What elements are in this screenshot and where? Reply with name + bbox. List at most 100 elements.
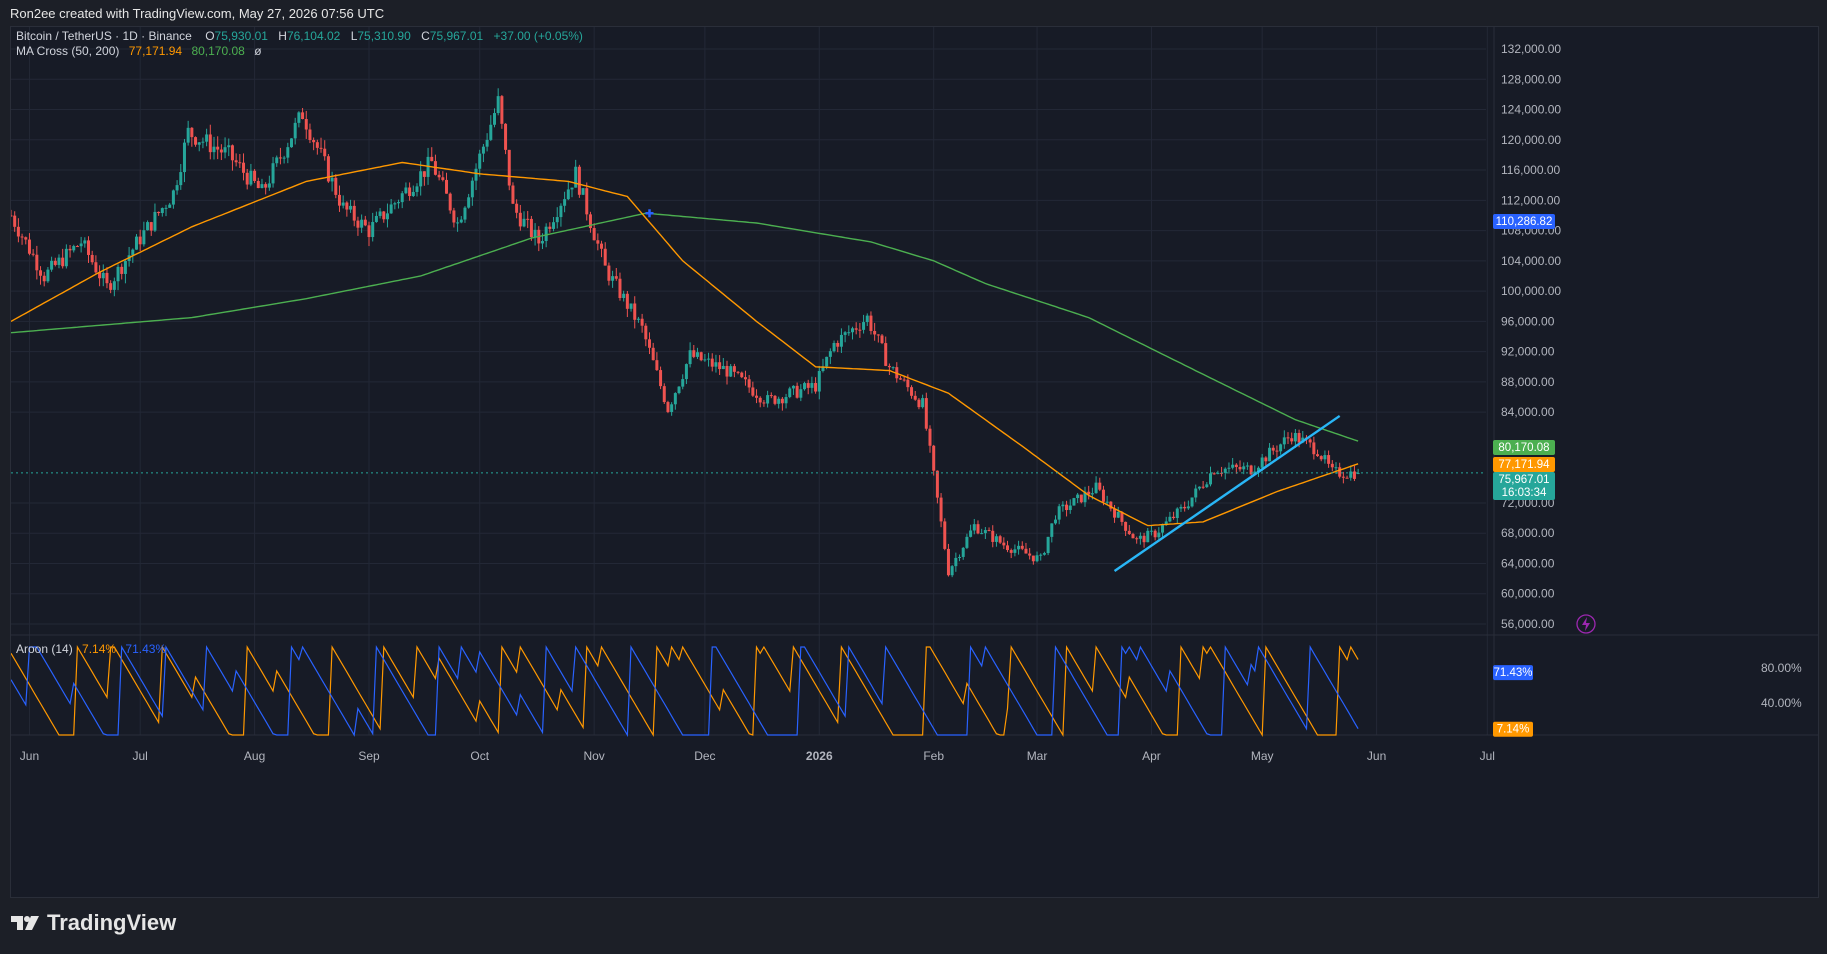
candle-body (301, 112, 305, 119)
candle-body (35, 254, 39, 271)
candle-body (1275, 450, 1279, 452)
candle-body (1183, 506, 1187, 509)
candle-body (1245, 465, 1249, 467)
candle-body (939, 497, 943, 522)
candle-body (72, 246, 76, 251)
candle-body (651, 347, 655, 361)
ohlc-legend: Bitcoin / TetherUS · 1D · Binance O75,93… (16, 29, 583, 43)
x-tick-label: Apr (1142, 749, 1161, 763)
candle-body (725, 365, 729, 377)
candle-body (847, 332, 851, 334)
candle-body (1209, 473, 1213, 485)
candle-body (588, 214, 592, 229)
candle-body (1197, 486, 1201, 489)
candle-body (378, 211, 382, 216)
x-tick-label: Jun (1367, 749, 1386, 763)
candle-body (950, 566, 954, 576)
candle-body (1076, 494, 1080, 499)
candle-body (153, 211, 157, 231)
tradingview-logo[interactable]: TradingView (11, 910, 176, 936)
y-tick-label: 132,000.00 (1501, 42, 1561, 56)
ma-200-line (10, 212, 1359, 442)
candle-body (1271, 447, 1275, 451)
candle-body (1146, 530, 1150, 543)
candle-body (743, 377, 747, 380)
candle-body (655, 360, 659, 371)
candle-body (1268, 447, 1272, 462)
candle-body (149, 222, 153, 231)
candle-body (1234, 464, 1238, 467)
candle-body (707, 358, 711, 360)
candle-body (1238, 466, 1242, 470)
candle-body (692, 350, 696, 357)
candle-body (312, 140, 316, 143)
y-tick-label: 120,000.00 (1501, 133, 1561, 147)
ma-cross-title: MA Cross (50, 200) (16, 44, 119, 58)
candle-body (1168, 516, 1172, 522)
candle-body (600, 243, 604, 249)
alert-bolt-icon[interactable] (1576, 614, 1596, 634)
candle-body (445, 179, 449, 194)
candle-body (1157, 532, 1161, 538)
ascending-trendline[interactable] (1113, 414, 1341, 573)
candle-body (854, 328, 858, 330)
candle-body (677, 386, 681, 394)
candle-body (1142, 535, 1146, 543)
candle-body (282, 157, 286, 159)
candle-body (806, 383, 810, 388)
candle-body (784, 397, 788, 404)
candle-body (260, 184, 264, 189)
candle-body (326, 156, 330, 182)
candle-body (1349, 471, 1353, 478)
candle-body (227, 145, 231, 148)
candle-body (515, 203, 519, 213)
price-badge-label: 110,286.82 (1496, 216, 1553, 228)
candle-body (529, 218, 533, 238)
candle-body (976, 524, 980, 534)
candle-body (762, 402, 766, 404)
candle-body (862, 322, 866, 330)
candle-body (828, 351, 832, 357)
aroon-tick-40: 40.00% (1761, 696, 1802, 710)
candle-body (1135, 538, 1139, 540)
candle-body (474, 168, 478, 181)
chart-canvas[interactable]: Jun Jul Aug Sep Oct Nov Dec 2026 Feb Mar Apr May Jun… (9, 27, 1818, 897)
candle-body (245, 172, 249, 185)
candle-body (780, 398, 784, 404)
chart-frame[interactable]: Jun Jul Aug Sep Oct Nov Dec 2026 Feb Mar Apr May Jun… (9, 26, 1819, 898)
candle-body (732, 366, 736, 372)
candle-body (319, 147, 323, 149)
candle-body (965, 536, 969, 548)
candle-body (83, 240, 87, 244)
open-label: O (205, 29, 214, 43)
candle-body (636, 318, 640, 320)
price-axis-badges: 110,286.82 80,170.08 77,171.94 75,967.0116:… (1493, 214, 1555, 737)
candle-body (1065, 504, 1069, 511)
candle-body (1079, 494, 1083, 503)
candle-body (90, 254, 94, 263)
candle-body (389, 204, 393, 214)
candle-body (921, 398, 925, 408)
aroon-indicator-pane: 80.00% 40.00% (10, 634, 1818, 738)
candle-body (1090, 493, 1094, 495)
aroon-down-value: 71.43% (125, 642, 166, 656)
candle-body (278, 157, 282, 159)
candle-body (219, 149, 223, 153)
candle-body (53, 260, 57, 265)
candle-body (39, 270, 43, 276)
candle-body (459, 219, 463, 223)
candle-body (1057, 506, 1061, 520)
candle-body (216, 146, 220, 150)
aroon-legend: Aroon (14) 7.14% 71.43% (16, 642, 166, 656)
candle-body (1087, 491, 1091, 495)
candle-body (1186, 506, 1190, 509)
candle-body (205, 134, 209, 142)
candle-body (858, 329, 862, 331)
candle-body (441, 177, 445, 180)
candle-body (1024, 548, 1028, 554)
candle-body (470, 180, 474, 198)
candle-body (1212, 473, 1216, 475)
candle-body (972, 524, 976, 531)
candle-body (297, 112, 301, 123)
candle-body (1039, 554, 1043, 556)
